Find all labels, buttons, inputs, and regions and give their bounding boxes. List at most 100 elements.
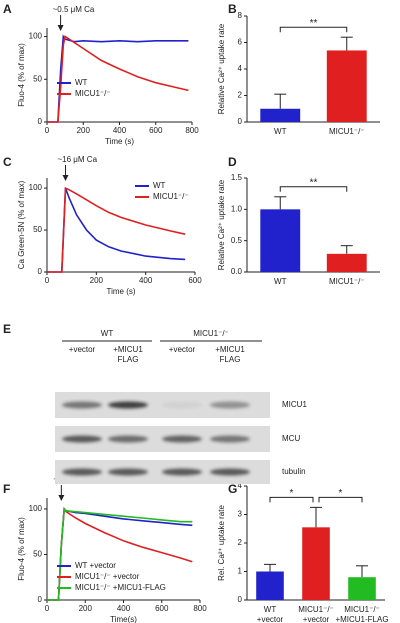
annotation: ~16 μM Ca	[58, 155, 98, 164]
legend-label: WT	[75, 78, 88, 87]
x-tick-label: 200	[79, 604, 93, 613]
x-tick-label: +MICU1-FLAG	[335, 615, 388, 623]
legend-label: WT	[153, 181, 166, 190]
lane-label: +MICU1	[113, 345, 143, 354]
y-axis-label: Ca Green-5N (% of max)	[17, 180, 26, 269]
legend-label: MICU1⁻/⁻ +MICU1-FLAG	[75, 583, 166, 592]
annotation: ~0.5 μM Ca	[53, 5, 95, 14]
legend-label: MICU1⁻/⁻	[75, 89, 111, 98]
y-tick-label: 2	[238, 538, 243, 547]
panel-letter: C	[3, 155, 12, 169]
x-axis-label: Time (s)	[106, 287, 135, 296]
y-tick-label: 8	[238, 11, 243, 20]
x-tick-label: WT	[274, 277, 287, 286]
bar	[260, 209, 301, 272]
row-label: tubulin	[282, 467, 306, 476]
significance-label: **	[310, 18, 318, 29]
significance-label: *	[290, 488, 294, 499]
y-tick-label: 1.0	[231, 204, 243, 213]
x-tick-label: 0	[45, 604, 50, 613]
bar	[256, 571, 284, 600]
x-tick-label: WT	[274, 127, 287, 136]
blot-band	[108, 468, 148, 476]
panel-letter: G	[228, 482, 237, 496]
x-tick-label: 200	[90, 276, 104, 285]
x-tick-label: 600	[155, 604, 169, 613]
x-tick-label: +vector	[303, 615, 330, 623]
blot-band	[210, 401, 250, 409]
y-tick-label: 50	[33, 74, 42, 83]
y-axis-label: Rel. Ca²⁺ uptake rate	[217, 505, 226, 581]
series-line	[47, 186, 186, 273]
series-line	[47, 34, 189, 123]
significance-bracket	[279, 186, 348, 192]
blot-band	[162, 401, 202, 409]
significance-label: **	[310, 177, 318, 188]
x-tick-label: +vector	[257, 615, 284, 623]
y-axis-label: Relative Ca²⁺ uptake rate	[217, 23, 226, 114]
x-tick-label: 800	[193, 604, 207, 613]
x-tick-label: 600	[149, 126, 163, 135]
panel-letter: B	[228, 2, 237, 16]
panel-letter: F	[3, 482, 10, 496]
y-tick-label: 100	[29, 183, 43, 192]
blot-band	[210, 435, 250, 443]
x-tick-label: 400	[139, 276, 153, 285]
legend-label: WT +vector	[75, 561, 116, 570]
x-tick-label: 800	[185, 126, 199, 135]
x-tick-label: MICU1⁻/⁻	[298, 605, 334, 614]
significance-label: *	[339, 488, 343, 499]
legend-label: MICU1⁻/⁻ +vector	[75, 572, 140, 581]
lane-label: +MICU1	[215, 345, 245, 354]
x-tick-label: MICU1⁻/⁻	[329, 277, 365, 286]
x-tick-label: MICU1⁻/⁻	[329, 127, 365, 136]
x-tick-label: 400	[117, 604, 131, 613]
x-tick-label: 0	[45, 126, 50, 135]
panel-letter: D	[228, 155, 237, 169]
group-label: MICU1⁻/⁻	[193, 329, 229, 338]
y-tick-label: 1	[238, 567, 243, 576]
series-line	[47, 507, 193, 601]
blot-band	[108, 401, 148, 409]
y-tick-label: 0	[38, 117, 43, 126]
x-tick-label: 600	[188, 276, 202, 285]
blot-band	[62, 401, 102, 409]
bar	[326, 50, 367, 123]
arrow-head	[58, 495, 65, 501]
y-tick-label: 0	[238, 595, 243, 604]
bar	[326, 253, 367, 272]
panel-letter: E	[3, 322, 11, 336]
significance-bracket	[279, 26, 348, 33]
y-tick-label: 0.5	[231, 236, 243, 245]
x-tick-label: 0	[45, 276, 50, 285]
x-axis-label: Time (s)	[105, 137, 134, 146]
x-tick-label: 200	[77, 126, 91, 135]
row-label: MICU1	[282, 400, 307, 409]
y-tick-label: 1.5	[231, 173, 243, 182]
arrow-head	[57, 25, 64, 31]
y-tick-label: 6	[238, 38, 243, 47]
y-tick-label: 50	[33, 225, 42, 234]
panel-letter: A	[3, 2, 12, 16]
lane-label: +vector	[69, 345, 96, 354]
y-tick-label: 3	[238, 510, 243, 519]
y-tick-label: 4	[238, 481, 243, 490]
group-label: WT	[101, 329, 114, 338]
y-axis-label: Fluo-4 (% of max)	[17, 43, 26, 107]
y-tick-label: 0	[38, 267, 43, 276]
x-tick-label: WT	[264, 605, 277, 614]
lane-label: FLAG	[220, 355, 241, 364]
blot-band	[108, 435, 148, 443]
bar	[348, 577, 376, 600]
y-axis-label: Relative Ca²⁺ uptake rate	[217, 179, 226, 270]
y-axis-label: Fluo-4 (% of max)	[17, 517, 26, 581]
y-tick-label: 100	[29, 504, 43, 513]
row-label: MCU	[282, 434, 300, 443]
lane-label: FLAG	[118, 355, 139, 364]
x-tick-label: 400	[113, 126, 127, 135]
y-tick-label: 4	[238, 64, 243, 73]
blot-band	[162, 435, 202, 443]
blot-band	[210, 468, 250, 476]
y-tick-label: 2	[238, 91, 243, 100]
